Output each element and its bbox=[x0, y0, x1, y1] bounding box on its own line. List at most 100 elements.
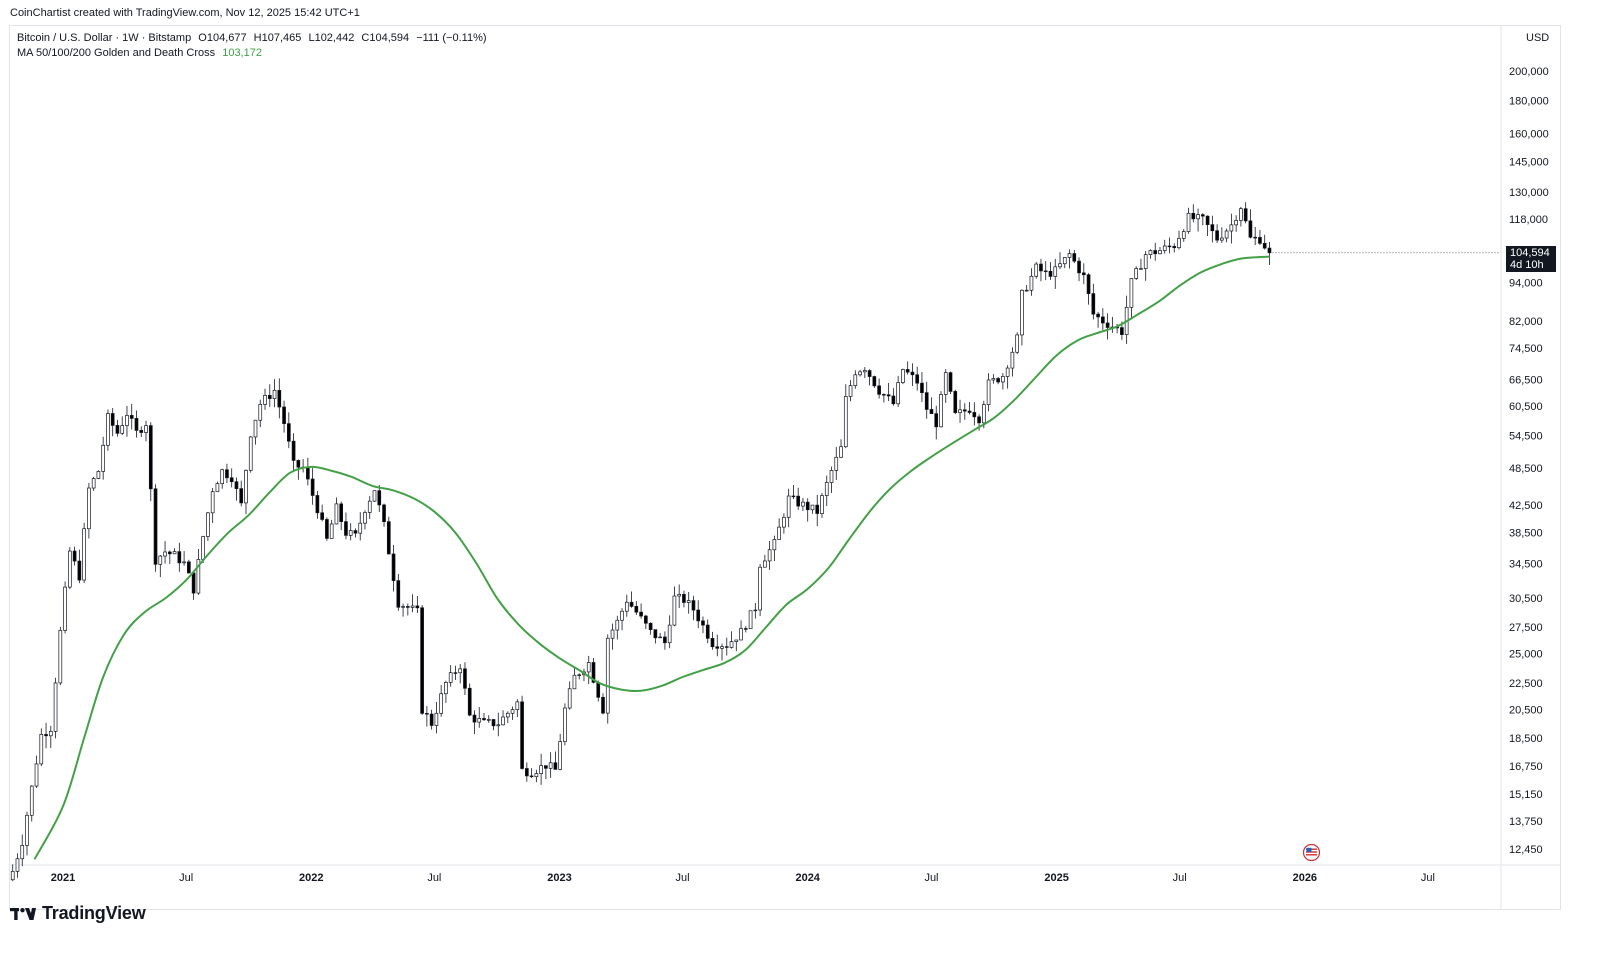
candle-body-up bbox=[1067, 253, 1072, 258]
candle bbox=[548, 752, 553, 778]
symbol-legend-row[interactable]: Bitcoin / U.S. Dollar · 1W · Bitstamp O1… bbox=[17, 31, 487, 46]
candle-body-up bbox=[48, 731, 53, 737]
candle bbox=[434, 701, 439, 734]
us-flag-icon[interactable] bbox=[1303, 844, 1320, 861]
candle-body-up bbox=[620, 610, 624, 621]
price-tick-label: 48,500 bbox=[1509, 463, 1543, 475]
candle-body-down bbox=[805, 501, 810, 511]
candle-body-down bbox=[406, 606, 410, 608]
candle-body-down bbox=[1248, 220, 1253, 238]
candle-body-up bbox=[458, 668, 463, 674]
candle bbox=[234, 477, 239, 501]
candle-body-up bbox=[1186, 212, 1191, 232]
candle bbox=[648, 622, 653, 635]
candle-body-up bbox=[120, 425, 125, 434]
tradingview-brand[interactable]: TradingView bbox=[10, 903, 146, 924]
candle-body-down bbox=[1072, 253, 1077, 262]
candle-body-up bbox=[1001, 376, 1005, 383]
candle bbox=[882, 393, 886, 403]
candle bbox=[158, 554, 163, 578]
candlestick-series bbox=[10, 202, 1500, 882]
candle-body-up bbox=[539, 765, 543, 774]
candle-body-up bbox=[810, 504, 815, 511]
candle bbox=[667, 615, 672, 649]
candle-body-up bbox=[505, 712, 510, 718]
candle bbox=[444, 680, 448, 703]
candle-body-up bbox=[1010, 351, 1015, 369]
candle bbox=[225, 463, 229, 484]
candle bbox=[267, 384, 272, 408]
chart-frame[interactable] bbox=[9, 25, 1561, 910]
last-price-value: 104,594 bbox=[1510, 247, 1550, 259]
candle-body-down bbox=[148, 425, 153, 490]
price-tick-label: 30,500 bbox=[1509, 593, 1543, 605]
candle bbox=[853, 370, 858, 389]
candle-body-down bbox=[724, 646, 729, 648]
candle-body-down bbox=[934, 413, 939, 428]
candle bbox=[177, 542, 182, 572]
candle bbox=[1139, 258, 1143, 270]
candle bbox=[1034, 261, 1039, 279]
currency-label[interactable]: USD bbox=[1526, 32, 1550, 44]
candle-body-down bbox=[415, 605, 420, 609]
candle bbox=[277, 378, 282, 419]
candle-body-up bbox=[1158, 250, 1162, 255]
candle-body-up bbox=[172, 551, 177, 555]
chart-legend[interactable]: Bitcoin / U.S. Dollar · 1W · Bitstamp O1… bbox=[17, 31, 487, 61]
candle bbox=[1172, 243, 1177, 253]
moving-average-series bbox=[33, 255, 1270, 860]
candle-body-up bbox=[101, 444, 105, 472]
candle-body-up bbox=[196, 559, 201, 594]
time-tick-label: 2023 bbox=[547, 872, 571, 884]
candle bbox=[767, 541, 772, 570]
candle bbox=[501, 710, 505, 726]
candle bbox=[558, 733, 562, 771]
candle bbox=[1148, 249, 1153, 259]
candle-body-up bbox=[334, 503, 339, 525]
candle bbox=[1215, 224, 1219, 243]
candle-body-up bbox=[1177, 238, 1181, 249]
candle-body-down bbox=[1043, 270, 1048, 273]
candle-body-down bbox=[596, 681, 601, 698]
time-tick-label: 2022 bbox=[299, 872, 323, 884]
candle-body-up bbox=[1229, 224, 1234, 232]
candle-body-down bbox=[1258, 237, 1262, 244]
candle-body-up bbox=[358, 522, 363, 534]
candle-body-up bbox=[605, 637, 610, 714]
candle-body-down bbox=[291, 440, 296, 461]
candle-body-down bbox=[644, 615, 648, 624]
candle bbox=[291, 433, 296, 472]
candle bbox=[372, 490, 377, 502]
price-tick-label: 66,500 bbox=[1509, 375, 1543, 387]
candle-body-up bbox=[782, 516, 786, 528]
indicator-legend-row[interactable]: MA 50/100/200 Golden and Death Cross 103… bbox=[17, 46, 487, 61]
candle bbox=[101, 436, 105, 480]
price-axis[interactable]: 200,000 180,000 160,000 145,000 130,000 118,0… bbox=[1500, 25, 1549, 910]
candle bbox=[282, 400, 286, 433]
candle bbox=[1196, 208, 1200, 232]
candle-body-up bbox=[820, 495, 824, 514]
candle-body-down bbox=[977, 416, 981, 424]
candle-body-down bbox=[962, 409, 967, 412]
candle bbox=[115, 419, 120, 437]
candle-body-up bbox=[206, 512, 210, 537]
candle bbox=[325, 517, 329, 541]
price-tick-label: 25,000 bbox=[1509, 649, 1543, 661]
candle bbox=[505, 711, 510, 724]
candle bbox=[1167, 237, 1172, 254]
candle-body-down bbox=[696, 609, 701, 622]
candle bbox=[1001, 373, 1005, 390]
price-tick-label: 130,000 bbox=[1509, 187, 1549, 199]
candle-body-down bbox=[815, 504, 820, 514]
time-tick-label: 2021 bbox=[51, 872, 75, 884]
time-axis[interactable]: 2021 Jul 2022 Jul 2023 Jul 2024 Jul 2025 Jul 2026 J… bbox=[10, 864, 1561, 884]
candle-body-up bbox=[1005, 367, 1010, 377]
candle bbox=[972, 402, 977, 426]
candle-body-up bbox=[258, 404, 263, 421]
candle-body-up bbox=[87, 487, 91, 530]
candle-body-up bbox=[1234, 220, 1238, 226]
candle-body-up bbox=[201, 536, 205, 560]
candle bbox=[986, 373, 991, 412]
candle-body-down bbox=[1086, 274, 1091, 294]
